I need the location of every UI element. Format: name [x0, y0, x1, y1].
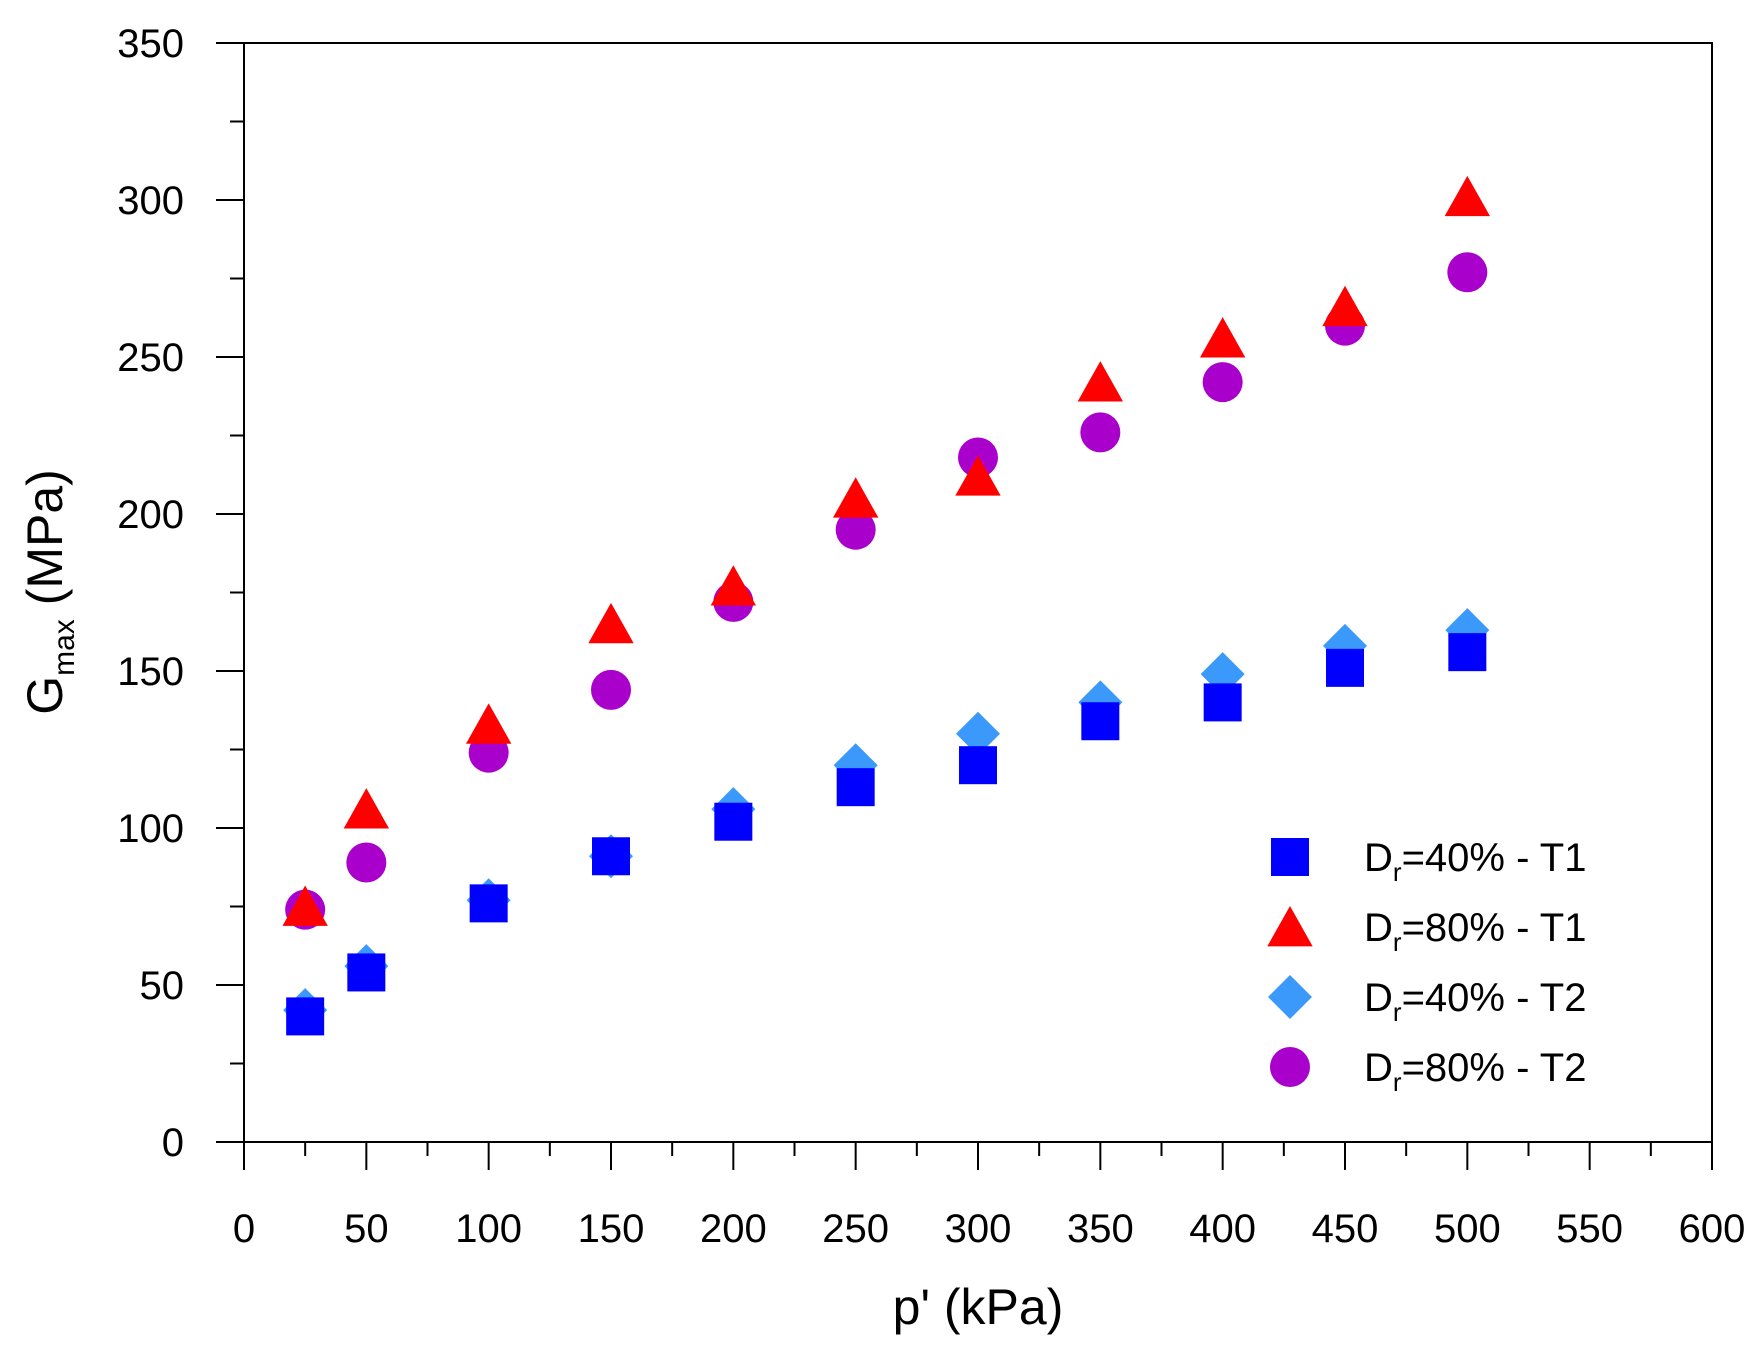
legend-marker-square: [1271, 838, 1309, 876]
y-tick-label: 100: [117, 807, 184, 851]
legend-marker-triangle: [1267, 906, 1313, 947]
data-point-square: [1448, 633, 1487, 672]
data-points: [282, 175, 1491, 1036]
data-point-triangle: [1322, 285, 1368, 327]
legend-entry: Dr=80% - T2: [1270, 1046, 1586, 1097]
data-point-square: [1203, 683, 1242, 722]
y-tick-label: 150: [117, 650, 184, 694]
y-tick-label: 300: [117, 179, 184, 223]
data-point-square: [469, 884, 508, 923]
legend-label: Dr=80% - T2: [1364, 1046, 1586, 1097]
data-point-triangle: [710, 565, 757, 606]
data-point-circle: [1202, 362, 1243, 403]
x-tick-label: 150: [578, 1207, 645, 1251]
x-tick-label: 200: [700, 1207, 767, 1251]
data-point-square: [959, 746, 997, 785]
data-point-circle: [1447, 252, 1488, 293]
data-point-triangle: [343, 788, 390, 829]
legend-marker-circle: [1270, 1047, 1310, 1087]
series-circle-points: [285, 252, 1488, 930]
x-tick-label: 0: [233, 1207, 255, 1251]
data-point-square: [347, 953, 386, 992]
data-point-triangle: [282, 885, 328, 926]
data-point-triangle: [465, 703, 512, 744]
y-axis-title-unit: (MPa): [17, 469, 73, 619]
series-triangle-points: [282, 175, 1491, 926]
y-axis-title: Gmax (MPa): [17, 469, 81, 715]
legend: Dr=40% - T1 Dr=80% - T1 Dr=40% - T2 Dr=80% …: [1267, 836, 1586, 1097]
y-tick-label: 50: [140, 964, 185, 1008]
x-tick-label: 350: [1067, 1207, 1134, 1251]
x-tick-label: 50: [344, 1207, 389, 1251]
data-point-circle: [835, 509, 876, 550]
data-point-square: [286, 997, 325, 1036]
data-point-square: [836, 768, 875, 807]
x-tick-label: 300: [945, 1207, 1012, 1251]
data-point-square: [1081, 702, 1120, 741]
data-point-triangle: [832, 477, 879, 518]
x-tick-label: 100: [455, 1207, 522, 1251]
data-point-circle: [346, 842, 387, 883]
data-point-triangle: [1444, 175, 1491, 217]
x-tick-label: 500: [1434, 1207, 1501, 1251]
x-tick-label: 450: [1312, 1207, 1379, 1251]
legend-label: Dr=80% - T1: [1364, 906, 1586, 957]
data-point-circle: [1080, 412, 1121, 453]
series-diamond-points: [283, 608, 1490, 1033]
y-tick-label: 0: [162, 1121, 184, 1165]
x-tick-label: 250: [822, 1207, 889, 1251]
data-point-triangle: [955, 455, 1001, 496]
data-point-circle: [591, 669, 631, 710]
data-point-square: [714, 802, 753, 841]
legend-label: Dr=40% - T1: [1364, 836, 1586, 887]
y-tick-label: 250: [117, 336, 184, 380]
legend-label: Dr=40% - T2: [1364, 976, 1586, 1027]
x-tick-label: 600: [1679, 1207, 1746, 1251]
legend-marker-diamond: [1268, 975, 1312, 1019]
y-tick-label: 350: [117, 22, 184, 66]
x-axis-title: p' (kPa): [893, 1279, 1064, 1335]
y-axis-title-main: G: [17, 676, 73, 715]
y-axis-title-sub: max: [48, 619, 81, 676]
legend-entry: Dr=40% - T1: [1271, 836, 1586, 887]
data-point-square: [1326, 648, 1364, 687]
y-tick-label: 200: [117, 493, 184, 537]
data-point-square: [592, 837, 630, 876]
tick-labels: 0 50 100 150 200 250 300 350 400 450 500 550 600 0 50 1…: [117, 22, 1745, 1251]
data-point-triangle: [1199, 317, 1246, 358]
axis-ticks: [216, 42, 1713, 1170]
series-square-points: [286, 633, 1487, 1036]
x-tick-label: 400: [1189, 1207, 1256, 1251]
data-point-triangle: [588, 602, 634, 644]
x-tick-label: 550: [1556, 1207, 1623, 1251]
legend-entry: Dr=40% - T2: [1268, 975, 1586, 1027]
legend-entry: Dr=80% - T1: [1267, 906, 1586, 957]
data-point-diamond: [956, 711, 1000, 756]
data-point-triangle: [1077, 361, 1124, 402]
